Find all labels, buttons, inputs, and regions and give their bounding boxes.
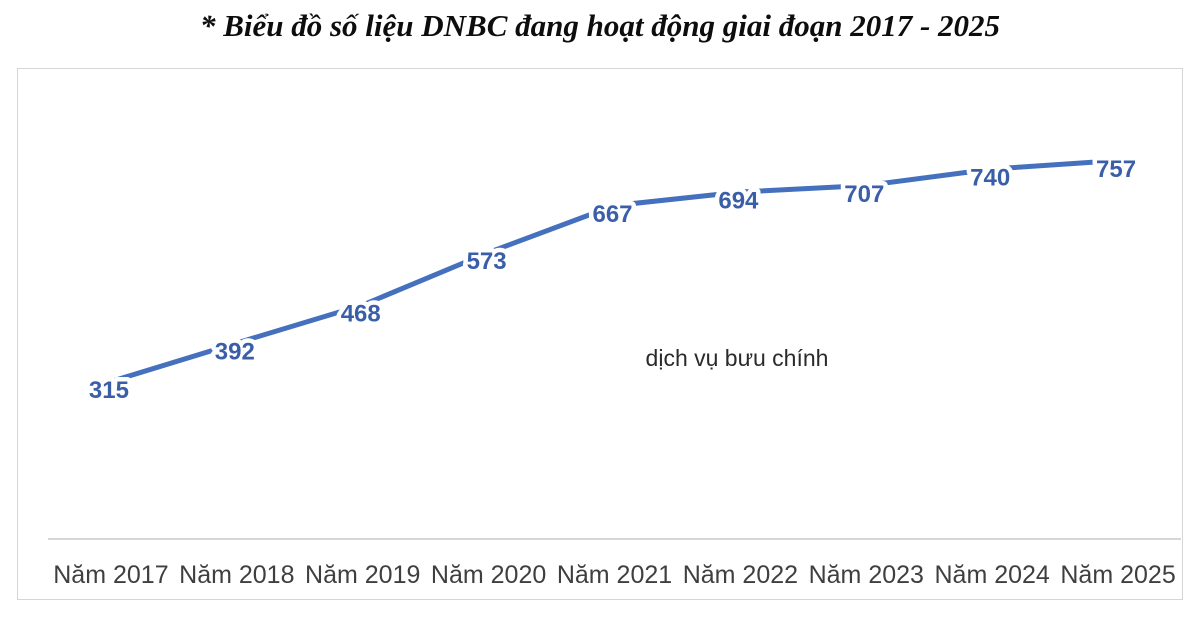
data-point-label: 757	[1096, 156, 1136, 183]
x-axis-label: Năm 2021	[557, 561, 672, 589]
x-axis-label: Năm 2023	[809, 561, 924, 589]
chart-frame: 315 392 468 573 667 694 707 740 757 Năm 2017 Năm 2…	[17, 68, 1183, 600]
x-axis-label: Năm 2024	[934, 561, 1049, 589]
data-point-label: 315	[89, 377, 129, 404]
x-axis-label: Năm 2025	[1060, 561, 1175, 589]
x-axis-label: Năm 2017	[53, 561, 168, 589]
series-label: dịch vụ bưu chính	[646, 345, 829, 371]
data-point-label: 740	[970, 165, 1010, 192]
x-axis-label: Năm 2019	[305, 561, 420, 589]
page-title: * Biểu đồ số liệu DNBC đang hoạt động gi…	[199, 8, 1001, 43]
data-point-label: 694	[718, 188, 759, 215]
data-point-label: 573	[467, 248, 507, 275]
data-point-label: 468	[341, 301, 381, 328]
x-axis-label: Năm 2018	[179, 561, 294, 589]
data-point-label: 707	[844, 181, 884, 208]
x-axis-label: Năm 2020	[431, 561, 546, 589]
data-point-label: 392	[215, 339, 255, 366]
data-point-label: 667	[592, 201, 632, 228]
x-axis-label: Năm 2022	[683, 561, 798, 589]
line-chart: 315 392 468 573 667 694 707 740 757 Năm 2017 Năm 2…	[48, 152, 1181, 589]
series-line	[108, 158, 1121, 384]
